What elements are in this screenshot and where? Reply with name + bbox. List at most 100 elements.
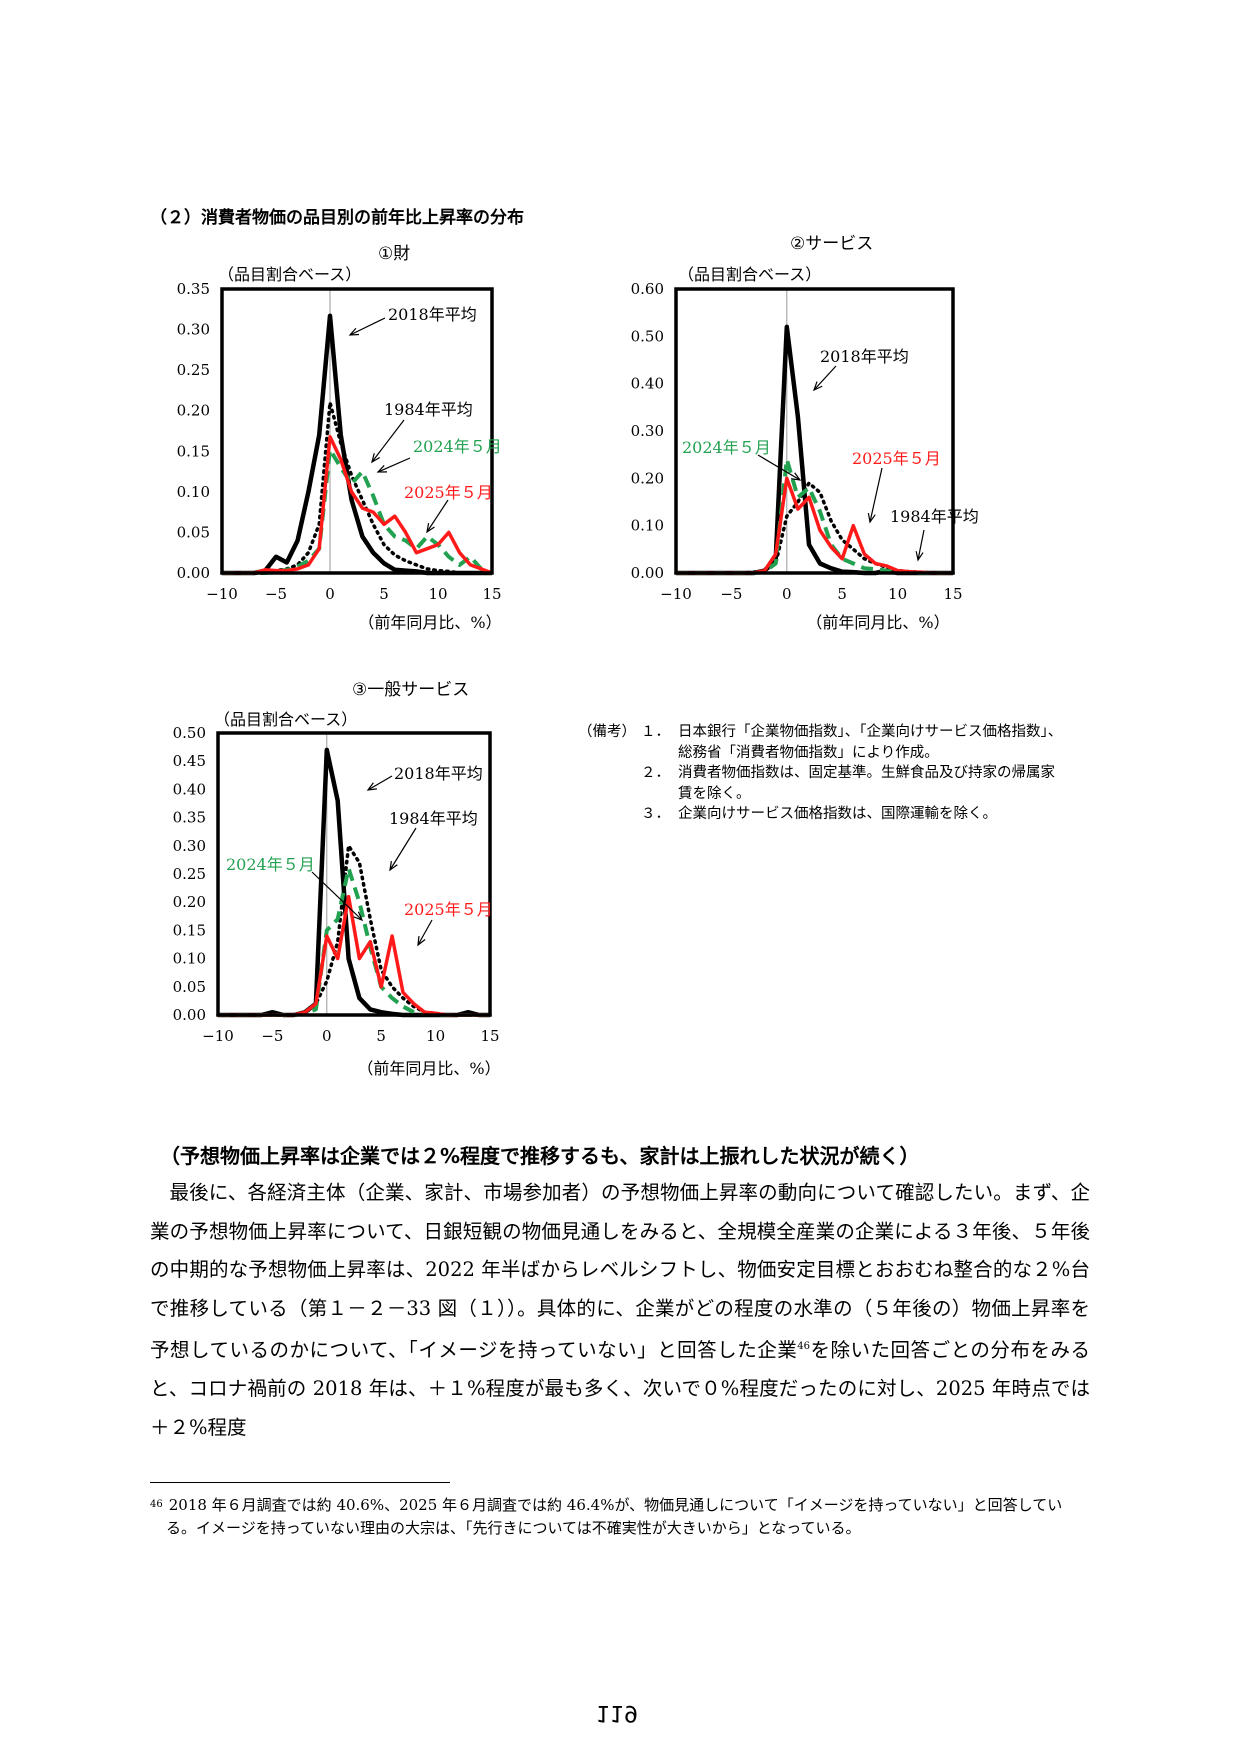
y-tick-label: 0.20 [177, 402, 210, 420]
note-row-2: ２． 消費者物価指数は、固定基準。生鮮食品及び持家の帰属家賃を除く。 [578, 763, 1068, 804]
note-text: 日本銀行「企業物価指数」、「企業向けサービス価格指数」、総務省「消費者物価指数」… [678, 724, 1063, 761]
annotation-label: 2024年５月 [226, 855, 315, 874]
annotation-arrowhead [376, 465, 388, 473]
x-axis-label: （前年同月比、%） [806, 613, 949, 632]
x-tick-label: −10 [202, 1027, 234, 1045]
annotation-arrow [757, 454, 801, 481]
annotation-label: 1984年平均 [384, 400, 473, 419]
series-line-0 [218, 747, 490, 1018]
annotation-arrowhead [353, 911, 364, 922]
note-row-3: ３． 企業向けサービス価格指数は、国際運輸を除く。 [578, 804, 1068, 825]
chart-title: ①財 [378, 244, 410, 264]
note-number: １． [641, 724, 670, 740]
y-tick-label: 0.05 [173, 978, 206, 996]
annotation-arrowhead [366, 782, 378, 791]
body-text-part-1: 最後に、各経済主体（企業、家計、市場参加者）の予想物価上昇率の動向について確認し… [150, 1181, 1090, 1362]
annotation-arrowhead [389, 861, 398, 872]
chart-goods-svg: ①財 （品目割合ベース） 0.35 0.30 0.25 0.20 0.15 0.10 0.05 0… [177, 244, 502, 632]
x-tick-label: 10 [428, 585, 447, 603]
y-tick-label: 0.10 [173, 950, 206, 968]
annotation-arrowhead [812, 381, 823, 392]
annotation-label: 2025年５月 [852, 449, 941, 468]
y-tick-label: 0.15 [173, 921, 206, 939]
annotation-arrow [869, 467, 883, 523]
y-tick-label: 0.25 [177, 361, 210, 379]
plot-frame [674, 287, 955, 575]
x-tick-label: −5 [265, 585, 287, 603]
annotation-arrow [349, 317, 386, 336]
annotation-arrow [426, 499, 449, 533]
annotation-arrowhead [791, 472, 802, 481]
annotation-arrow [371, 419, 405, 463]
notes: （備考） １． 日本銀行「企業物価指数」、「企業向けサービス価格指数」、総務省「… [578, 722, 1068, 825]
y-tick-label: 0.00 [177, 564, 210, 582]
y-tick-label: 0.10 [631, 517, 664, 535]
annotation-arrow [417, 919, 433, 946]
y-tick-label: 0.60 [631, 280, 664, 298]
body-text-part-2: を除いた回答ごとの分布をみると、コロナ禍前の 2018 年は、＋１%程度が最も多… [150, 1338, 1090, 1439]
series-line-3 [222, 434, 493, 575]
y-tick-label: 0.30 [177, 321, 210, 339]
chart-title: ②サービス [790, 234, 873, 254]
y-tick-label: 0.50 [631, 327, 664, 345]
x-tick-label: 5 [376, 1027, 386, 1045]
annotation-arrow [367, 775, 393, 791]
annotation-label: 2018年平均 [388, 305, 477, 324]
annotation-arrowhead [426, 523, 435, 534]
y-axis-unit: （品目割合ベース） [678, 265, 821, 284]
page-number: 119 [596, 1700, 638, 1725]
annotation-arrow [377, 457, 411, 473]
x-tick-label: 10 [426, 1027, 445, 1045]
annotation-label: 1984年平均 [389, 809, 478, 828]
plot-frame [220, 287, 494, 575]
annotation-label: 2018年平均 [394, 764, 483, 783]
y-tick-label: 0.35 [177, 280, 210, 298]
note-number: ２． [641, 765, 670, 781]
y-tick-label: 0.15 [177, 442, 210, 460]
annotation-label: 2018年平均 [820, 347, 909, 366]
body-text: 最後に、各経済主体（企業、家計、市場参加者）の予想物価上昇率の動向について確認し… [150, 1174, 1090, 1447]
y-tick-label: 0.45 [173, 752, 206, 770]
section-title: （２）消費者物価の品目別の前年比上昇率の分布 [150, 208, 524, 228]
x-tick-label: −5 [720, 585, 742, 603]
annotation-arrowhead [867, 513, 876, 524]
annotation-arrowhead [417, 935, 426, 947]
y-tick-label: 0.30 [631, 422, 664, 440]
x-axis-label: （前年同月比、%） [358, 613, 501, 632]
notes-label: （備考） [578, 724, 636, 740]
note-row-1: （備考） １． 日本銀行「企業物価指数」、「企業向けサービス価格指数」、総務省「… [578, 722, 1068, 763]
footnote-ref[interactable]: 46 [797, 1341, 810, 1352]
body-paragraph: 最後に、各経済主体（企業、家計、市場参加者）の予想物価上昇率の動向について確認し… [150, 1174, 1090, 1447]
note-number: ３． [641, 806, 670, 822]
footnote-divider [150, 1482, 450, 1483]
y-tick-label: 0.30 [173, 837, 206, 855]
y-tick-label: 0.50 [173, 724, 206, 742]
annotation-arrowhead [348, 327, 360, 336]
x-tick-label: 0 [322, 1027, 332, 1045]
x-tick-label: 15 [480, 1027, 499, 1045]
x-tick-label: 5 [379, 585, 389, 603]
annotation-arrow [813, 365, 837, 391]
y-axis-unit: （品目割合ベース） [214, 710, 357, 729]
x-tick-label: 0 [325, 585, 335, 603]
y-tick-label: 0.40 [631, 375, 664, 393]
y-axis-unit: （品目割合ベース） [218, 265, 361, 284]
x-tick-label: 15 [482, 585, 501, 603]
note-text: 消費者物価指数は、固定基準。生鮮食品及び持家の帰属家賃を除く。 [678, 765, 1055, 802]
annotation-label: 2024年５月 [682, 438, 771, 457]
y-tick-label: 0.05 [177, 523, 210, 541]
section-heading: （予想物価上昇率は企業では２%程度で推移するも、家計は上振れした状況が続く） [160, 1144, 920, 1168]
chart-general-services-svg: ③一般サービス （品目割合ベース） 0.50 0.45 0.40 0.35 0.30 0.25… [173, 680, 501, 1078]
annotation-label: 2025年５月 [404, 483, 493, 502]
annotation-arrow [389, 827, 417, 871]
y-tick-label: 0.00 [173, 1006, 206, 1024]
chart-services-svg: ②サービス （品目割合ベース） 0.60 0.50 0.40 0.30 0.20 0.10 0.… [631, 234, 979, 632]
y-tick-label: 0.35 [173, 809, 206, 827]
x-axis-label: （前年同月比、%） [357, 1059, 500, 1078]
x-tick-label: −5 [261, 1027, 283, 1045]
plot-frame [216, 731, 492, 1017]
annotation-label: 1984年平均 [890, 507, 979, 526]
x-tick-label: 0 [782, 585, 792, 603]
y-tick-label: 0.25 [173, 865, 206, 883]
y-tick-label: 0.20 [631, 469, 664, 487]
